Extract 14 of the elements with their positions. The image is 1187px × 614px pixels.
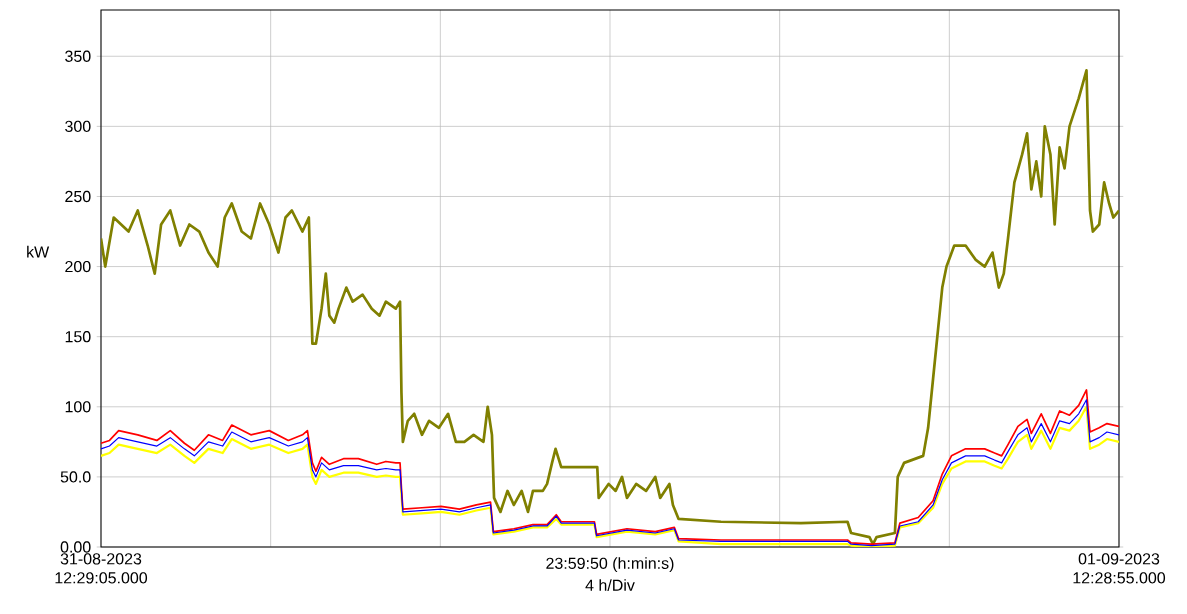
y-axis-title: kW <box>27 245 50 258</box>
x-tick-label: 01-09-2023 12:28:55.000 <box>1073 553 1166 584</box>
y-tick-label: 150 <box>65 331 91 343</box>
y-tick-label: 50.0 <box>60 471 91 483</box>
y-tick-label: 0.00 <box>60 541 91 553</box>
y-tick-label: 200 <box>65 260 91 273</box>
y-tick-label: 350 <box>65 50 91 62</box>
x-tick-label: 31-08-2023 12:29:05.000 <box>55 553 148 584</box>
y-tick-label: 250 <box>65 190 91 203</box>
x-tick-label: 23:59:50 (h:min:s) <box>546 557 674 573</box>
line-series <box>101 68 1119 546</box>
y-tick-label: 100 <box>65 401 91 413</box>
x-axis-title: 4 h/Div <box>585 579 635 591</box>
y-tick-label: 300 <box>65 120 91 133</box>
